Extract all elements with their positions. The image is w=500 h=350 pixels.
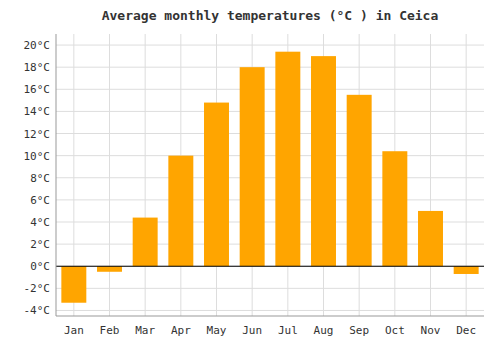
y-tick-label: 18°C bbox=[24, 61, 51, 74]
bar bbox=[382, 151, 407, 266]
x-tick-label: Oct bbox=[385, 324, 405, 337]
grid-line bbox=[56, 111, 484, 112]
bar bbox=[204, 103, 229, 267]
y-tick-label: 10°C bbox=[24, 150, 51, 163]
y-tick-label: 2°C bbox=[30, 238, 50, 251]
bars bbox=[61, 52, 478, 303]
y-tick-label: 4°C bbox=[30, 216, 50, 229]
bar bbox=[240, 67, 265, 266]
title: Average monthly temperatures (°C ) in Ce… bbox=[102, 8, 439, 23]
x-tick-label: Jul bbox=[278, 324, 298, 337]
x-tick-label: May bbox=[207, 324, 227, 337]
x-tick-label: Mar bbox=[135, 324, 155, 337]
grid-line bbox=[145, 34, 146, 316]
grid-line bbox=[430, 34, 431, 316]
grid-line bbox=[56, 89, 484, 90]
y-tick-label: 14°C bbox=[24, 105, 51, 118]
bar bbox=[97, 266, 122, 272]
axes: -4°C -2°C 0°C 2°C 4°C 6°C 8°C 10°C 12°C 14°C 16°C 1… bbox=[24, 39, 477, 337]
bar bbox=[275, 52, 300, 267]
y-tick-label: 8°C bbox=[30, 172, 50, 185]
bar bbox=[311, 56, 336, 266]
x-tick-label: Sep bbox=[349, 324, 369, 337]
y-tick-label: 16°C bbox=[24, 83, 51, 96]
grid-line bbox=[56, 155, 484, 156]
x-axis-line bbox=[56, 316, 484, 317]
x-tick-label: Jan bbox=[64, 324, 84, 337]
x-tick-label: Aug bbox=[314, 324, 334, 337]
zero-line bbox=[56, 266, 484, 267]
y-tick-label: 0°C bbox=[30, 260, 50, 273]
x-tick-label: Apr bbox=[171, 324, 191, 337]
grid-line bbox=[56, 310, 484, 311]
grid-line bbox=[56, 67, 484, 68]
bar bbox=[133, 218, 158, 267]
y-tick-label: -4°C bbox=[24, 304, 51, 317]
y-tick-label: -2°C bbox=[24, 282, 51, 295]
x-tick-label: Nov bbox=[421, 324, 441, 337]
chart: Average monthly temperatures (°C ) in Ce… bbox=[0, 0, 500, 350]
grid-line bbox=[56, 266, 484, 267]
x-tick-label: Jun bbox=[242, 324, 262, 337]
grid-line bbox=[56, 199, 484, 200]
y-tick-label: 6°C bbox=[30, 194, 50, 207]
bar bbox=[347, 95, 372, 266]
y-tick-label: 12°C bbox=[24, 128, 51, 141]
grid-line bbox=[56, 177, 484, 178]
x-tick-label: Dec bbox=[456, 324, 476, 337]
y-tick-label: 20°C bbox=[24, 39, 51, 52]
grid-line bbox=[109, 34, 110, 316]
x-tick-label: Feb bbox=[100, 324, 120, 337]
grid-line bbox=[56, 288, 484, 289]
grid-line bbox=[56, 133, 484, 134]
y-axis-line bbox=[56, 34, 57, 316]
bar bbox=[454, 266, 479, 274]
bar bbox=[61, 266, 86, 302]
bar bbox=[418, 211, 443, 266]
bar bbox=[168, 156, 193, 267]
grid-line bbox=[56, 45, 484, 46]
grid bbox=[56, 34, 484, 316]
